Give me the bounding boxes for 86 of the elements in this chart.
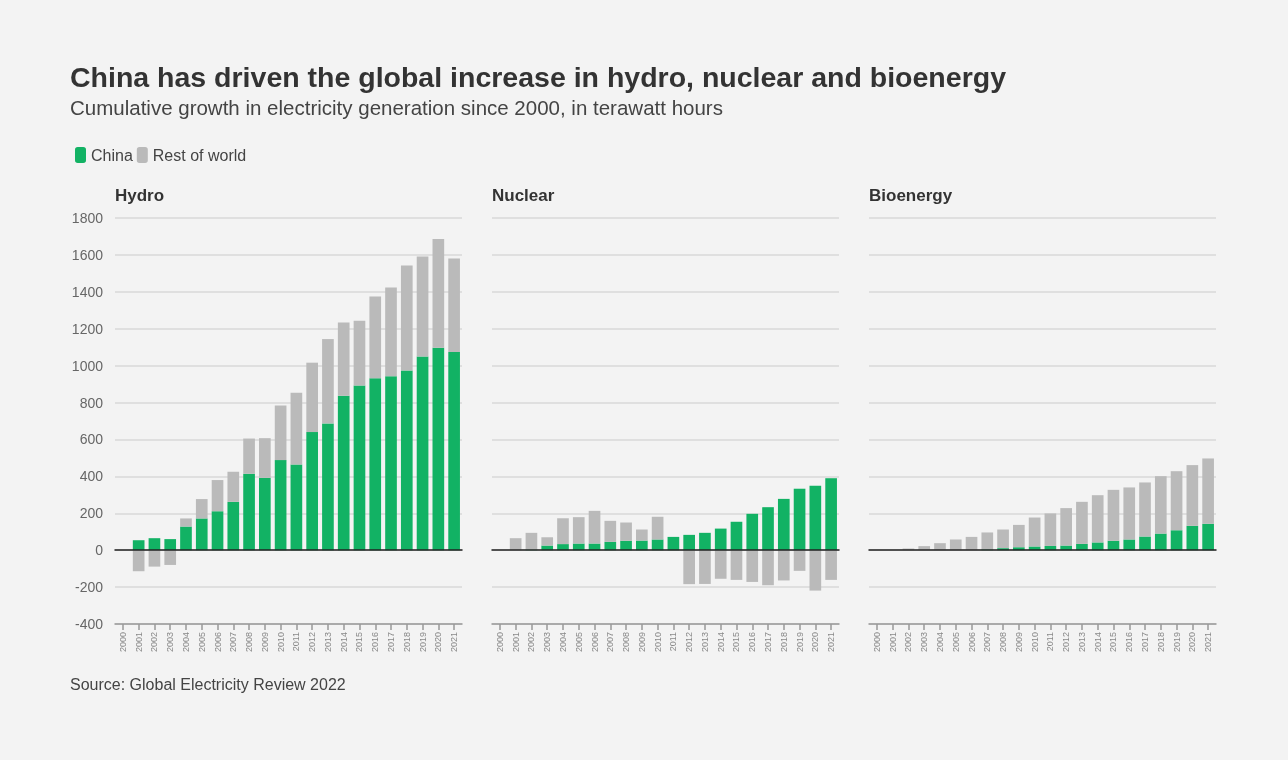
- y-tick-label: 1000: [71, 357, 104, 374]
- x-tick-label: 2015: [1108, 632, 1119, 653]
- x-tick-label: 2008: [244, 632, 255, 653]
- x-tick-label: 2018: [1155, 632, 1166, 653]
- x-tick-label: 2006: [212, 632, 223, 653]
- x-tick-label: 2013: [322, 632, 333, 653]
- x-tick-label: 2014: [1092, 632, 1103, 653]
- y-tick-label: 1600: [71, 246, 104, 263]
- x-tick-label: 2020: [433, 632, 444, 653]
- x-tick-label: 2013: [699, 632, 710, 653]
- x-tick-label: 2019: [794, 632, 805, 653]
- x-tick-label: 2003: [919, 632, 930, 653]
- x-tick-label: 2009: [636, 632, 647, 653]
- y-tick-label: 1200: [71, 320, 104, 337]
- y-tick-label: 400: [79, 468, 104, 485]
- x-tick-label: 2006: [966, 632, 977, 653]
- x-tick-label: 2001: [510, 632, 521, 653]
- x-tick-label: 2004: [180, 632, 191, 653]
- x-tick-label: 2001: [887, 632, 898, 653]
- x-tick-label: 2004: [934, 632, 945, 653]
- x-tick-label: 2010: [275, 632, 286, 653]
- x-tick-label: 2002: [149, 632, 160, 653]
- x-tick-label: 2016: [370, 632, 381, 653]
- chart-title: Hydro: [115, 186, 165, 205]
- x-tick-label: 2015: [354, 632, 365, 653]
- x-tick-label: 2003: [165, 632, 176, 653]
- source-note: Source: Global Electricity Review 2022: [70, 676, 346, 695]
- x-tick-label: 2000: [494, 632, 505, 653]
- x-tick-label: 2008: [621, 632, 632, 653]
- x-tick-label: 2021: [826, 632, 837, 653]
- x-tick-label: 2000: [871, 632, 882, 653]
- x-tick-label: 2010: [1029, 632, 1040, 653]
- legend-label: China: [91, 146, 133, 164]
- x-tick-label: 2011: [668, 632, 679, 652]
- x-tick-label: 2006: [589, 632, 600, 653]
- chart-title: Nuclear: [492, 186, 555, 205]
- y-tick-label: -200: [74, 579, 104, 596]
- x-tick-label: 2002: [903, 632, 914, 653]
- x-tick-label: 2020: [810, 632, 821, 653]
- y-tick-label: 1800: [71, 210, 104, 226]
- x-tick-label: 2014: [715, 632, 726, 653]
- x-tick-label: 2013: [1076, 632, 1087, 653]
- y-tick-label: 1400: [71, 283, 104, 300]
- x-tick-label: 2002: [526, 632, 537, 653]
- x-tick-label: 2020: [1187, 632, 1198, 653]
- x-tick-label: 2004: [557, 632, 568, 653]
- x-tick-label: 2012: [307, 632, 318, 653]
- x-tick-label: 2019: [1171, 632, 1182, 653]
- x-tick-label: 2018: [401, 632, 412, 653]
- legend-label: Rest of world: [152, 146, 247, 164]
- text: Cumulative growth in electricity generation since 2000, in terawatt hours: [70, 96, 723, 120]
- x-tick-label: 2007: [605, 632, 616, 653]
- text: China has driven the global increase in hydro, nuclear and bioenergy: [70, 61, 1006, 94]
- x-tick-label: 2019: [417, 632, 428, 653]
- x-tick-label: 2005: [950, 632, 961, 653]
- chart-title: Bioenergy: [869, 186, 953, 205]
- x-tick-label: 2001: [133, 632, 144, 653]
- x-tick-label: 2018: [778, 632, 789, 653]
- x-tick-label: 2003: [542, 632, 553, 653]
- x-tick-label: 2014: [338, 632, 349, 653]
- x-tick-label: 2005: [573, 632, 584, 653]
- x-tick-label: 2011: [1045, 632, 1056, 652]
- x-tick-label: 2012: [684, 632, 695, 653]
- x-tick-label: 2011: [291, 632, 302, 652]
- y-tick-label: 0: [95, 542, 104, 559]
- x-tick-label: 2007: [982, 632, 993, 653]
- y-tick-label: 800: [79, 394, 104, 411]
- x-tick-label: 2009: [1013, 632, 1024, 653]
- x-tick-label: 2017: [763, 632, 774, 653]
- x-tick-label: 2015: [731, 632, 742, 653]
- x-tick-label: 2009: [259, 632, 270, 653]
- x-tick-label: 2000: [117, 632, 128, 653]
- x-tick-label: 2017: [1140, 632, 1151, 653]
- y-tick-label: 200: [79, 505, 104, 522]
- y-tick-label: 600: [79, 431, 104, 448]
- x-tick-label: 2021: [1203, 632, 1214, 653]
- x-tick-label: 2021: [449, 632, 460, 653]
- x-tick-label: 2016: [1124, 632, 1135, 653]
- x-tick-label: 2010: [652, 632, 663, 653]
- x-tick-label: 2012: [1061, 632, 1072, 653]
- x-tick-label: 2008: [998, 632, 1009, 653]
- x-tick-label: 2005: [196, 632, 207, 653]
- x-tick-label: 2017: [386, 632, 397, 653]
- y-tick-label: -400: [74, 616, 104, 632]
- x-tick-label: 2016: [747, 632, 758, 653]
- x-tick-label: 2007: [228, 632, 239, 653]
